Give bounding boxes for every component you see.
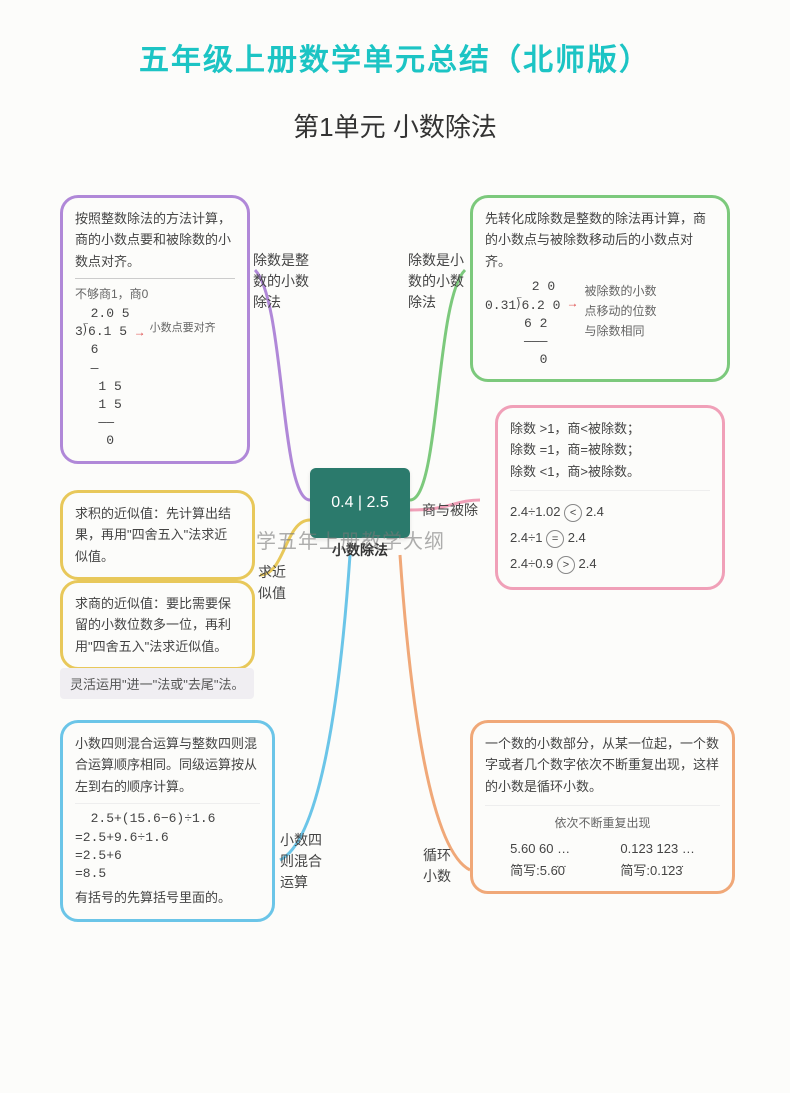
pink-text: 除数 >1，商<被除数； 除数 =1，商=被除数； 除数 <1，商>被除数。: [510, 418, 710, 482]
green-calc: 2 0 0.31⟌6.2 0 6 2 ――― 0: [485, 278, 560, 369]
yellow2-text: 求商的近似值：要比需要保留的小数位数多一位，再利用"四舍五入"法求近似值。: [75, 593, 240, 657]
box-mixed-ops: 小数四则混合运算与整数四则混合运算顺序相同。同级运算按从左到右的顺序计算。 2.…: [60, 720, 275, 922]
orange-label: 依次不断重复出现: [485, 814, 720, 834]
orange-ex1s: 简写:5.6̇0̇: [510, 860, 570, 881]
pink-ex1b: 2.4: [586, 504, 604, 519]
box-approx-quotient: 求商的近似值：要比需要保留的小数位数多一位，再利用"四舍五入"法求近似值。: [60, 580, 255, 670]
flex-note: 灵活运用"进一"法或"去尾"法。: [60, 668, 254, 699]
purple-note1: 不够商1，商0: [75, 285, 235, 305]
green-text: 先转化成除数是整数的除法再计算，商的小数点与被除数移动后的小数点对齐。: [485, 208, 715, 272]
purple-text: 按照整数除法的方法计算，商的小数点要和被除数的小数点对齐。: [75, 208, 235, 272]
branch-label-2: 除数是小 数的小数 除法: [408, 250, 464, 313]
lt-icon: <: [564, 504, 582, 522]
box-integer-divisor: 按照整数除法的方法计算，商的小数点要和被除数的小数点对齐。 不够商1，商0 2.…: [60, 195, 250, 464]
page-title: 五年级上册数学单元总结（北师版）: [0, 0, 790, 79]
orange-ex2s: 简写:0.1̇23̇: [620, 860, 694, 881]
box-approx-product: 求积的近似值：先计算出结果，再用"四舍五入"法求近似值。: [60, 490, 255, 580]
box-quotient-compare: 除数 >1，商<被除数； 除数 =1，商=被除数； 除数 <1，商>被除数。 2…: [495, 405, 725, 590]
eq-icon: =: [546, 530, 564, 548]
blue-note: 有括号的先算括号里面的。: [75, 887, 260, 908]
orange-ex1: 5.60 60 …: [510, 838, 570, 859]
pink-ex3b: 2.4: [579, 556, 597, 571]
blue-calc: 2.5+(15.6−6)÷1.6 =2.5+9.6÷1.6 =2.5+6 =8.…: [75, 810, 260, 883]
branch-label-3: 求近 似值: [258, 562, 286, 604]
pink-ex2a: 2.4÷1: [510, 530, 542, 545]
purple-note2: 小数点要对齐: [150, 319, 216, 337]
branch-label-1: 除数是整 数的小数 除法: [253, 250, 309, 313]
unit-subtitle: 第1单元 小数除法: [0, 107, 790, 144]
pink-ex3a: 2.4÷0.9: [510, 556, 553, 571]
branch-label-5: 小数四 则混合 运算: [280, 830, 322, 893]
arrow-icon: →: [134, 323, 146, 343]
gt-icon: >: [557, 556, 575, 574]
arrow-icon: →: [566, 294, 578, 314]
orange-ex2: 0.123 123 …: [620, 838, 694, 859]
orange-text: 一个数的小数部分，从某一位起，一个数字或者几个数字依次不断重复出现，这样的小数是…: [485, 733, 720, 797]
purple-calc: 2.0 5 3⟌6.1 5 6 ― 1 5 1 5 ―― 0: [75, 305, 130, 451]
branch-label-6: 循环 小数: [423, 845, 451, 887]
center-formula: 0.4 | 2.5: [331, 494, 389, 512]
blue-text: 小数四则混合运算与整数四则混合运算顺序相同。同级运算按从左到右的顺序计算。: [75, 733, 260, 797]
branch-label-4: 商与被除: [422, 500, 478, 521]
box-decimal-divisor: 先转化成除数是整数的除法再计算，商的小数点与被除数移动后的小数点对齐。 2 0 …: [470, 195, 730, 382]
pink-ex1a: 2.4÷1.02: [510, 504, 561, 519]
pink-ex2b: 2.4: [568, 530, 586, 545]
yellow1-text: 求积的近似值：先计算出结果，再用"四舍五入"法求近似值。: [75, 503, 240, 567]
green-note: 被除数的小数 点移动的位数 与除数相同: [584, 282, 656, 341]
box-recurring: 一个数的小数部分，从某一位起，一个数字或者几个数字依次不断重复出现，这样的小数是…: [470, 720, 735, 894]
watermark-text: 数学五年上册教学大纲: [235, 525, 445, 554]
